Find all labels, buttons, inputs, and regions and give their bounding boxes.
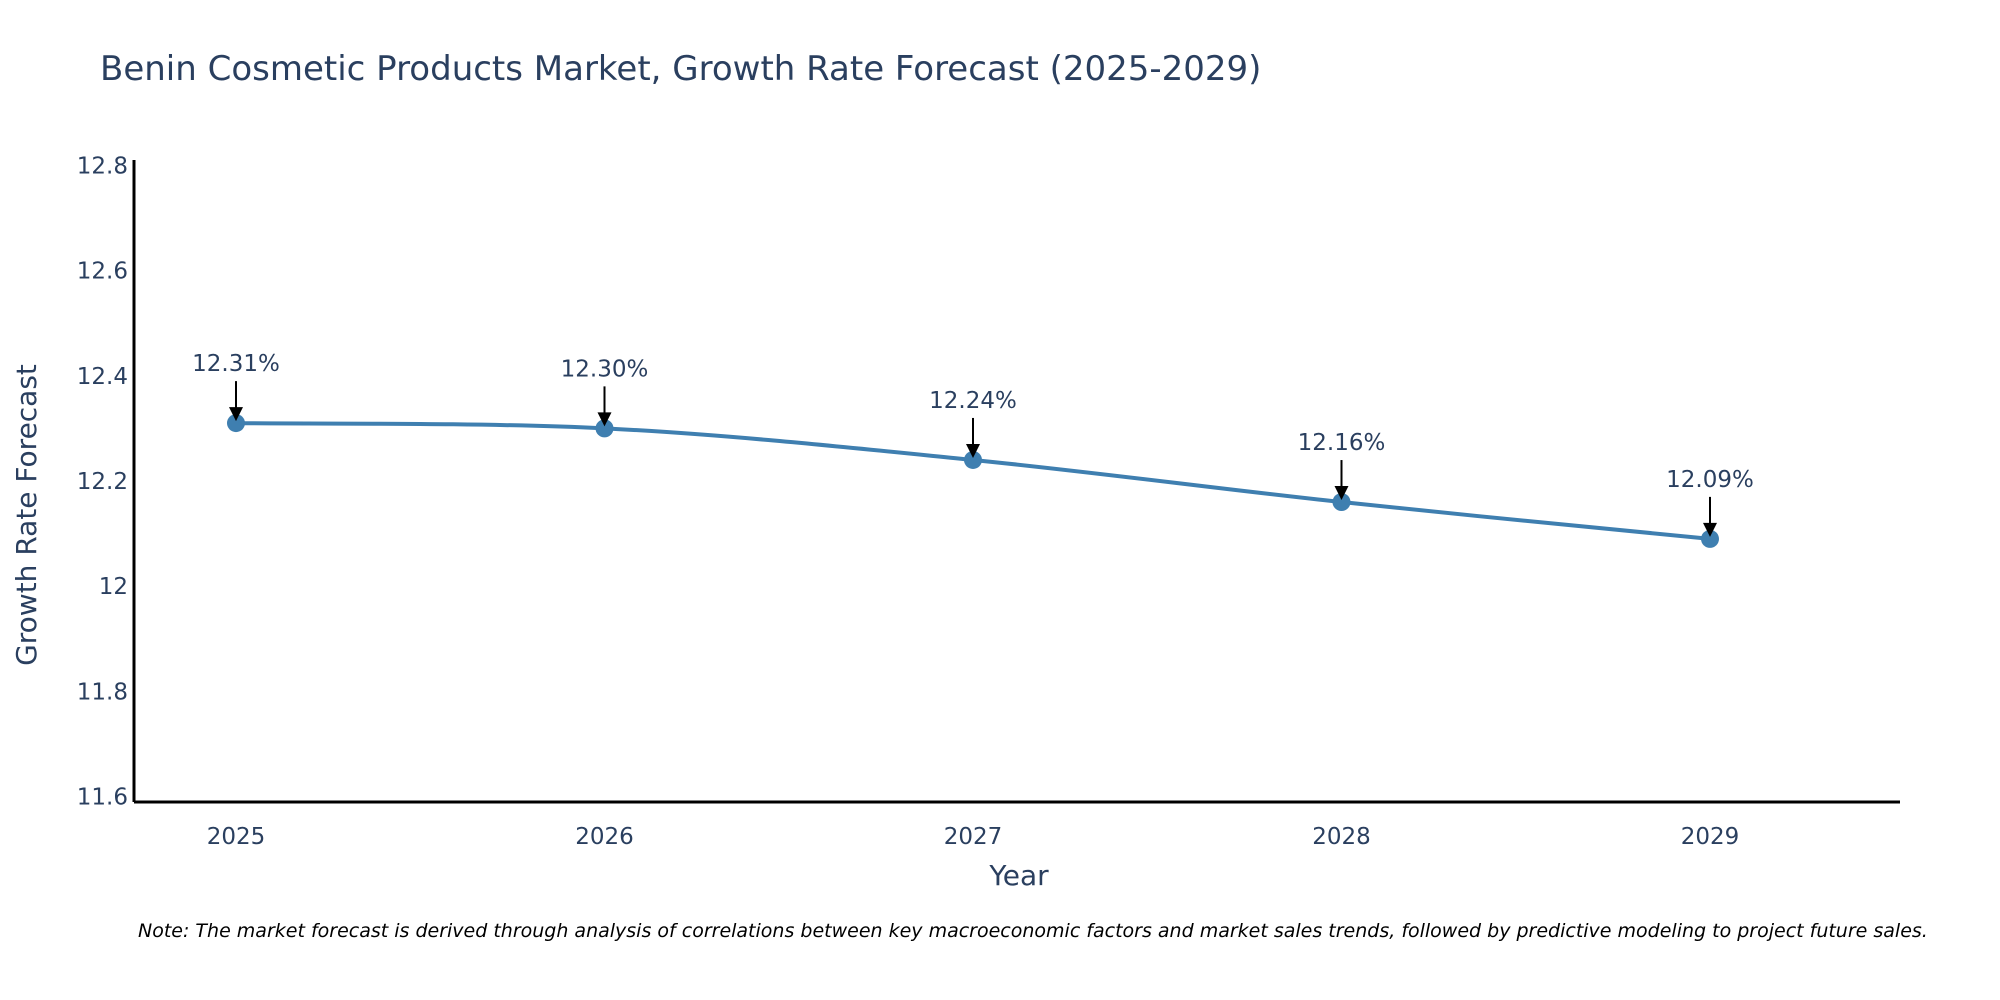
data-annotations: 12.31% 12.30% 12.24% 12.16% 12.09% [192, 351, 1754, 537]
x-tick-label: 2026 [575, 824, 634, 850]
data-label: 12.30% [561, 356, 649, 382]
chart-title: Benin Cosmetic Products Market, Growth R… [100, 49, 1261, 89]
x-axis-ticks: 2025 2026 2027 2028 2029 [207, 824, 1740, 850]
series-growth-rate [227, 414, 1719, 548]
x-axis-title: Year [988, 859, 1049, 892]
y-tick-label: 12.2 [77, 469, 128, 495]
data-label: 12.24% [929, 388, 1017, 414]
y-tick-label: 12.8 [77, 153, 128, 179]
y-tick-label: 12.4 [77, 364, 128, 390]
x-tick-label: 2028 [1312, 824, 1371, 850]
data-point[interactable] [1701, 529, 1719, 548]
x-tick-label: 2029 [1681, 824, 1740, 850]
y-tick-label: 12.6 [77, 259, 128, 285]
annotation-arrow-head [1703, 522, 1717, 537]
annotation-arrow-head [229, 407, 243, 422]
footnote: Note: The market forecast is derived thr… [138, 920, 1928, 942]
y-tick-label: 12 [99, 574, 128, 600]
data-point[interactable] [227, 414, 245, 433]
y-axis-ticks: 11.6 11.8 12 12.2 12.4 12.6 12.8 [77, 153, 128, 810]
data-point[interactable] [595, 419, 614, 438]
x-tick-label: 2027 [944, 824, 1003, 850]
y-tick-label: 11.6 [77, 785, 128, 811]
data-label: 12.31% [192, 351, 280, 377]
y-axis-title: Growth Rate Forecast [10, 364, 43, 666]
annotation-arrow-head [1334, 486, 1349, 501]
y-tick-label: 11.8 [77, 679, 128, 705]
data-label: 12.09% [1666, 467, 1754, 493]
annotation-arrow-head [597, 412, 612, 427]
data-point[interactable] [1332, 493, 1351, 512]
x-tick-label: 2025 [207, 824, 266, 850]
data-point[interactable] [964, 450, 982, 469]
annotation-arrow-head [966, 443, 980, 458]
data-label: 12.16% [1298, 430, 1386, 456]
